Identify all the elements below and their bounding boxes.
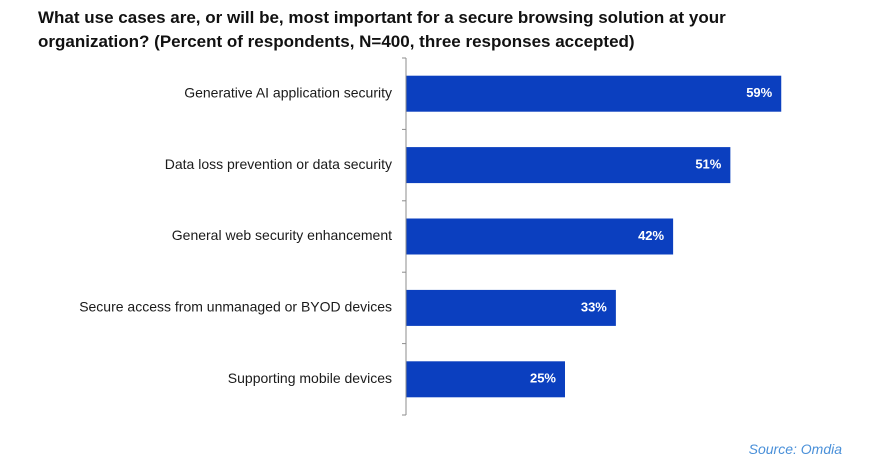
category-label: Generative AI application security xyxy=(184,84,392,100)
category-label: Data loss prevention or data security xyxy=(165,156,392,172)
category-label: Secure access from unmanaged or BYOD dev… xyxy=(79,299,392,315)
bar xyxy=(406,361,565,398)
value-label: 33% xyxy=(581,299,607,314)
bar xyxy=(406,218,674,255)
bars-layer xyxy=(406,75,782,398)
bar xyxy=(406,147,731,184)
chart-title: What use cases are, or will be, most imp… xyxy=(38,8,726,51)
labels-layer: Generative AI application security 59% Dat… xyxy=(79,84,772,386)
bar xyxy=(406,289,616,326)
value-label: 42% xyxy=(638,228,664,243)
bar xyxy=(406,75,782,112)
source-note: Source: Omdia xyxy=(748,441,842,457)
category-label: Supporting mobile devices xyxy=(228,370,392,386)
value-label: 51% xyxy=(695,157,721,172)
value-label: 59% xyxy=(746,85,772,100)
value-label: 25% xyxy=(530,371,556,386)
category-axis xyxy=(402,57,407,416)
category-label: General web security enhancement xyxy=(172,227,392,243)
